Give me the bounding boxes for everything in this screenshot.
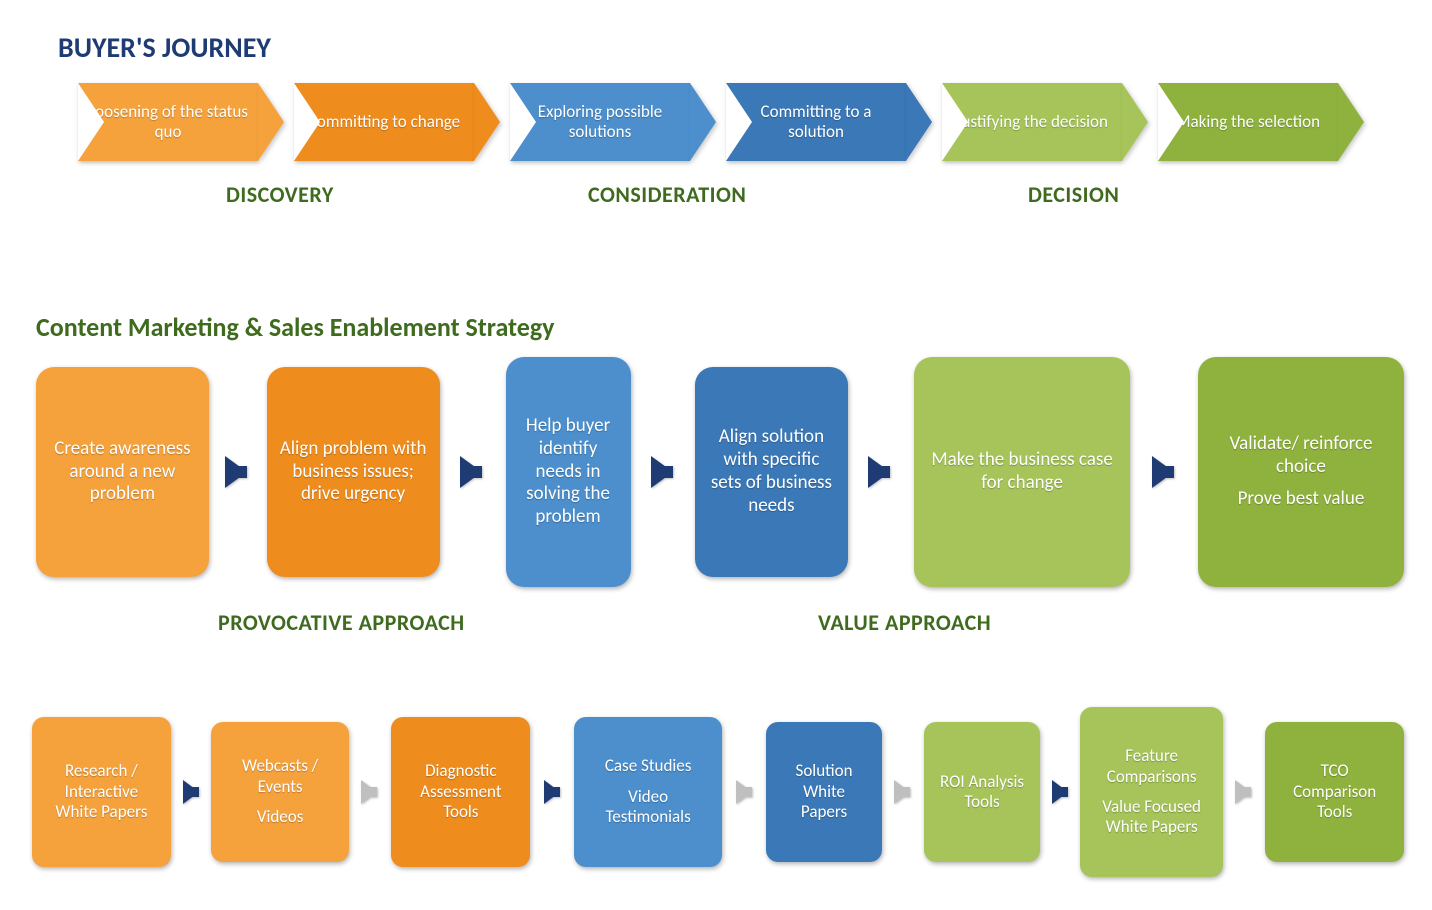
chevron-stage: Committing to a solution xyxy=(726,83,906,161)
approach-label: VALUE APPROACH xyxy=(818,609,991,636)
page-title: BUYER'S JOURNEY xyxy=(58,30,1404,65)
strategy-card: Help buyer identify needs in solving the… xyxy=(506,357,631,587)
chevron-stage: Committing to change xyxy=(294,83,474,161)
phase-label: DISCOVERY xyxy=(226,181,334,208)
strategy-card: Align solution with specific sets of bus… xyxy=(695,367,849,577)
card-line: Align solution with specific sets of bus… xyxy=(707,426,837,517)
tool-card: Webcasts / Events Videos xyxy=(211,722,350,862)
chevron-label: Making the selection xyxy=(1170,112,1326,132)
card-line: Create awareness around a new problem xyxy=(48,438,197,506)
approach-label: PROVOCATIVE APPROACH xyxy=(218,609,465,636)
chevron-label: Committing to change xyxy=(302,112,466,132)
chevron-stage: Loosening of the status quo xyxy=(78,83,258,161)
card-line: ROI Analysis Tools xyxy=(936,772,1028,813)
tool-card: TCO Comparison Tools xyxy=(1265,722,1404,862)
card-line: Feature Comparisons xyxy=(1092,746,1211,787)
flow-arrow-icon xyxy=(651,456,673,488)
flow-arrow-icon xyxy=(894,780,910,804)
strategy-card: Make the business case for change xyxy=(914,357,1130,587)
flow-arrow-icon xyxy=(736,780,752,804)
strategy-card: Validate/ reinforce choice Prove best val… xyxy=(1198,357,1404,587)
tool-card: Solution White Papers xyxy=(766,722,882,862)
phase-label: DECISION xyxy=(1028,181,1119,208)
chevron-label: Loosening of the status quo xyxy=(78,102,258,141)
chevron-stage: Exploring possible solutions xyxy=(510,83,690,161)
card-line: Make the business case for change xyxy=(926,449,1118,495)
tool-card: ROI Analysis Tools xyxy=(924,722,1040,862)
card-line: Value Focused White Papers xyxy=(1092,797,1211,838)
strategy-card: Create awareness around a new problem xyxy=(36,367,209,577)
chevron-label: Justifying the decision xyxy=(950,112,1114,132)
card-line: Webcasts / Events xyxy=(223,756,338,797)
card-line: Video Testimonials xyxy=(586,787,710,828)
strategy-row: Create awareness around a new problem Ali… xyxy=(36,357,1404,587)
card-line: Diagnostic Assessment Tools xyxy=(403,761,518,822)
chevron-stage: Justifying the decision xyxy=(942,83,1122,161)
tools-row: Research / Interactive White Papers Webca… xyxy=(32,707,1404,877)
tool-card: Diagnostic Assessment Tools xyxy=(391,717,530,867)
card-line: Align problem with business issues; driv… xyxy=(279,438,428,506)
flow-arrow-icon xyxy=(1052,780,1068,804)
phase-labels: DISCOVERY CONSIDERATION DECISION xyxy=(28,181,1404,221)
tool-card: Research / Interactive White Papers xyxy=(32,717,171,867)
flow-arrow-icon xyxy=(1235,780,1251,804)
flow-arrow-icon xyxy=(1152,456,1174,488)
card-line: Validate/ reinforce choice xyxy=(1210,433,1392,479)
strategy-subtitle: Content Marketing & Sales Enablement Str… xyxy=(36,311,1404,343)
card-line: Case Studies xyxy=(605,756,692,776)
chevron-row: Loosening of the status quo Committing to… xyxy=(78,83,1404,161)
chevron-stage: Making the selection xyxy=(1158,83,1338,161)
card-line: Solution White Papers xyxy=(778,761,870,822)
approach-labels: PROVOCATIVE APPROACH VALUE APPROACH xyxy=(28,609,1404,649)
card-line: Videos xyxy=(257,807,304,827)
flow-arrow-icon xyxy=(544,780,560,804)
chevron-label: Committing to a solution xyxy=(726,102,906,141)
tool-card: Feature Comparisons Value Focused White P… xyxy=(1080,707,1223,877)
chevron-label: Exploring possible solutions xyxy=(510,102,690,141)
tool-card: Case Studies Video Testimonials xyxy=(574,717,722,867)
flow-arrow-icon xyxy=(183,780,199,804)
phase-label: CONSIDERATION xyxy=(588,181,746,208)
strategy-card: Align problem with business issues; driv… xyxy=(267,367,440,577)
flow-arrow-icon xyxy=(225,456,247,488)
card-line: Prove best value xyxy=(1238,488,1365,511)
card-line: Research / Interactive White Papers xyxy=(44,761,159,822)
flow-arrow-icon xyxy=(460,456,482,488)
card-line: Help buyer identify needs in solving the… xyxy=(518,415,619,529)
flow-arrow-icon xyxy=(361,780,377,804)
card-line: TCO Comparison Tools xyxy=(1277,761,1392,822)
flow-arrow-icon xyxy=(868,456,890,488)
